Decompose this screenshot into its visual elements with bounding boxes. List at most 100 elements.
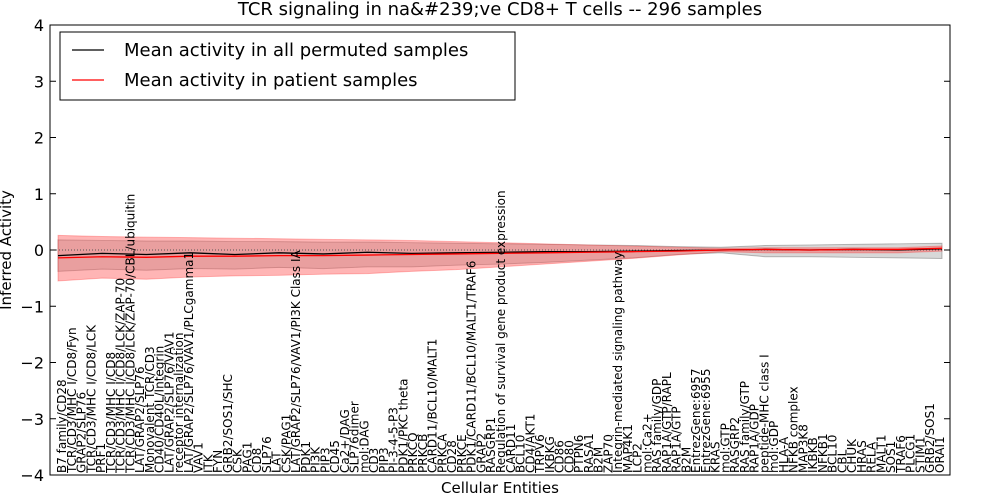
y-tick-label: 4: [34, 16, 44, 35]
category-label: HLA-A: [777, 436, 791, 473]
category-label: TCR/CD3/MHC I/CD8/LCK/ZAP-70: [114, 278, 128, 474]
category-label: Monovalent TCR/CD3: [143, 346, 157, 473]
category-label: B7 family/CD28: [55, 379, 69, 473]
y-tick-label: 0: [34, 241, 44, 260]
category-label: CHUK: [845, 438, 859, 473]
y-tick-label: 3: [34, 72, 44, 91]
category-label: CD28: [445, 440, 459, 473]
category-label: PI3K: [309, 446, 323, 473]
category-label: CBL: [835, 449, 849, 473]
category-label: VAV1: [192, 442, 206, 473]
category-label: peptide-MHC class I: [757, 354, 771, 473]
category-label: PDK1: [299, 441, 313, 473]
y-tick-label: 2: [34, 129, 44, 148]
category-label: SLP76: [260, 436, 274, 473]
series-line-patient: [57, 247, 943, 259]
category-label: mol:Ca2+: [640, 413, 654, 473]
category-label: EntrezGene:6955: [699, 369, 713, 474]
category-label: PRKCA: [436, 433, 450, 473]
confidence-band-permuted: [57, 239, 943, 272]
y-axis-title: Inferred Activity: [0, 190, 15, 310]
category-label: Integrin-mediated signaling pathway: [611, 252, 625, 473]
category-label: B2M: [592, 447, 606, 473]
category-label: RAS family/GTP: [738, 381, 752, 473]
category-label: CD86: [553, 440, 567, 473]
category-label: CD3: [367, 448, 381, 473]
category-label: mol:DAG: [357, 420, 371, 473]
category-label: Ca2+/DAG: [338, 409, 352, 473]
category-label: PAG1: [240, 442, 254, 473]
category-label: LAT/GRAP2/SLP76/VAV1/PLCgamma1: [182, 252, 196, 473]
category-label: LAT: [270, 451, 284, 473]
category-label: TRAF6: [894, 435, 908, 474]
category-label: TCR/CD3/MHC I/CD8/Fyn: [65, 327, 79, 474]
category-label: CD8: [250, 448, 264, 473]
legend-box: [59, 31, 516, 101]
category-label: PTPN6: [572, 435, 586, 473]
category-label: mol:GTP: [718, 423, 732, 473]
category-label: NFKB complex: [787, 386, 801, 473]
category-label: RAP1A/GTP/RAPL: [660, 372, 674, 473]
category-label: CARD11: [504, 424, 518, 473]
category-label: PIP3: [377, 447, 391, 473]
category-label: RELA: [865, 441, 879, 473]
legend-label-permuted: Mean activity in all permuted samples: [124, 40, 468, 61]
category-label: LCP2: [631, 443, 645, 473]
category-label: TCR/CD3/MHC I/CD8/LCK: [84, 324, 98, 474]
category-label: STIM1: [914, 437, 928, 473]
category-label: PI-3-4-5-P3: [387, 407, 401, 473]
category-label: B2M: [679, 447, 693, 473]
y-tick-label: 1: [34, 185, 44, 204]
legend: Mean activity in all permuted samples Me…: [59, 31, 516, 101]
category-label: PDK1/CARD11/BCL10/MALT1/TRAF6: [465, 261, 479, 473]
category-label: RASGRP1: [484, 417, 498, 473]
category-label: FYN: [211, 450, 225, 473]
category-label: BCL10: [514, 435, 528, 473]
y-axis: −4 −3 −2 −1 0 1 2 3 4: [20, 16, 950, 485]
x-axis-title: Cellular Entities: [441, 479, 559, 497]
category-label: GRAP2: [475, 433, 489, 473]
category-label: mol:GDP: [767, 421, 781, 473]
category-label: TCR/CD3/MHC I/CD8: [104, 352, 118, 474]
category-label: PLCG1: [904, 434, 918, 473]
category-label: CD4/AKT1: [523, 414, 537, 473]
category-label: CD40/CD40L/Integrin: [153, 346, 167, 473]
category-label: LAT/GRAP2/SLP76/VAV1: [162, 332, 176, 473]
category-label: KRAS: [709, 441, 723, 473]
category-label: receptor internalization: [172, 333, 186, 473]
category-label: LAT/GRAP2/SLP76/VAV1/PI3K Class IA: [289, 249, 303, 473]
category-label: CSK: [231, 448, 245, 473]
category-label: CD45: [328, 440, 342, 473]
category-label: IKBKB: [806, 437, 820, 473]
category-label: BCL10: [826, 435, 840, 473]
category-label: MALT1: [875, 434, 889, 473]
category-label: PDK1/PKC theta: [396, 379, 410, 473]
category-label: RAP1A/GTP: [670, 406, 684, 473]
category-label: SLP76dimer: [348, 401, 362, 473]
category-label: GRAP2/SLP76: [75, 392, 89, 473]
category-label: IKBKG: [543, 436, 557, 473]
category-label: RASGRP2: [728, 417, 742, 473]
category-label: EntrezGene:6957: [689, 369, 703, 474]
category-label: MAP4K1: [621, 424, 635, 473]
category-label: GRB2/SOS1/SHC: [221, 374, 235, 473]
y-tick-label: −2: [20, 354, 44, 373]
category-label: ITK: [201, 453, 215, 473]
confidence-band-patient: [57, 234, 943, 282]
category-label: RASA1: [582, 433, 596, 473]
category-label: GRB2/SOS1: [923, 403, 937, 473]
category-label: RAS family/GDP: [650, 379, 664, 473]
category-label: CSK/PAG1: [279, 414, 293, 473]
category-label: PRF1: [94, 443, 108, 473]
category-label: PRKCB: [416, 434, 430, 473]
category-label: ORAI1: [933, 436, 947, 473]
y-tick-label: −4: [20, 466, 44, 485]
category-label: PRKCQ: [406, 432, 420, 473]
category-label: MAP3K8: [796, 424, 810, 473]
category-label: SOS1: [884, 441, 898, 473]
category-label: PIP3: [318, 447, 332, 473]
category-label: RAP1A/GDP: [748, 404, 762, 473]
